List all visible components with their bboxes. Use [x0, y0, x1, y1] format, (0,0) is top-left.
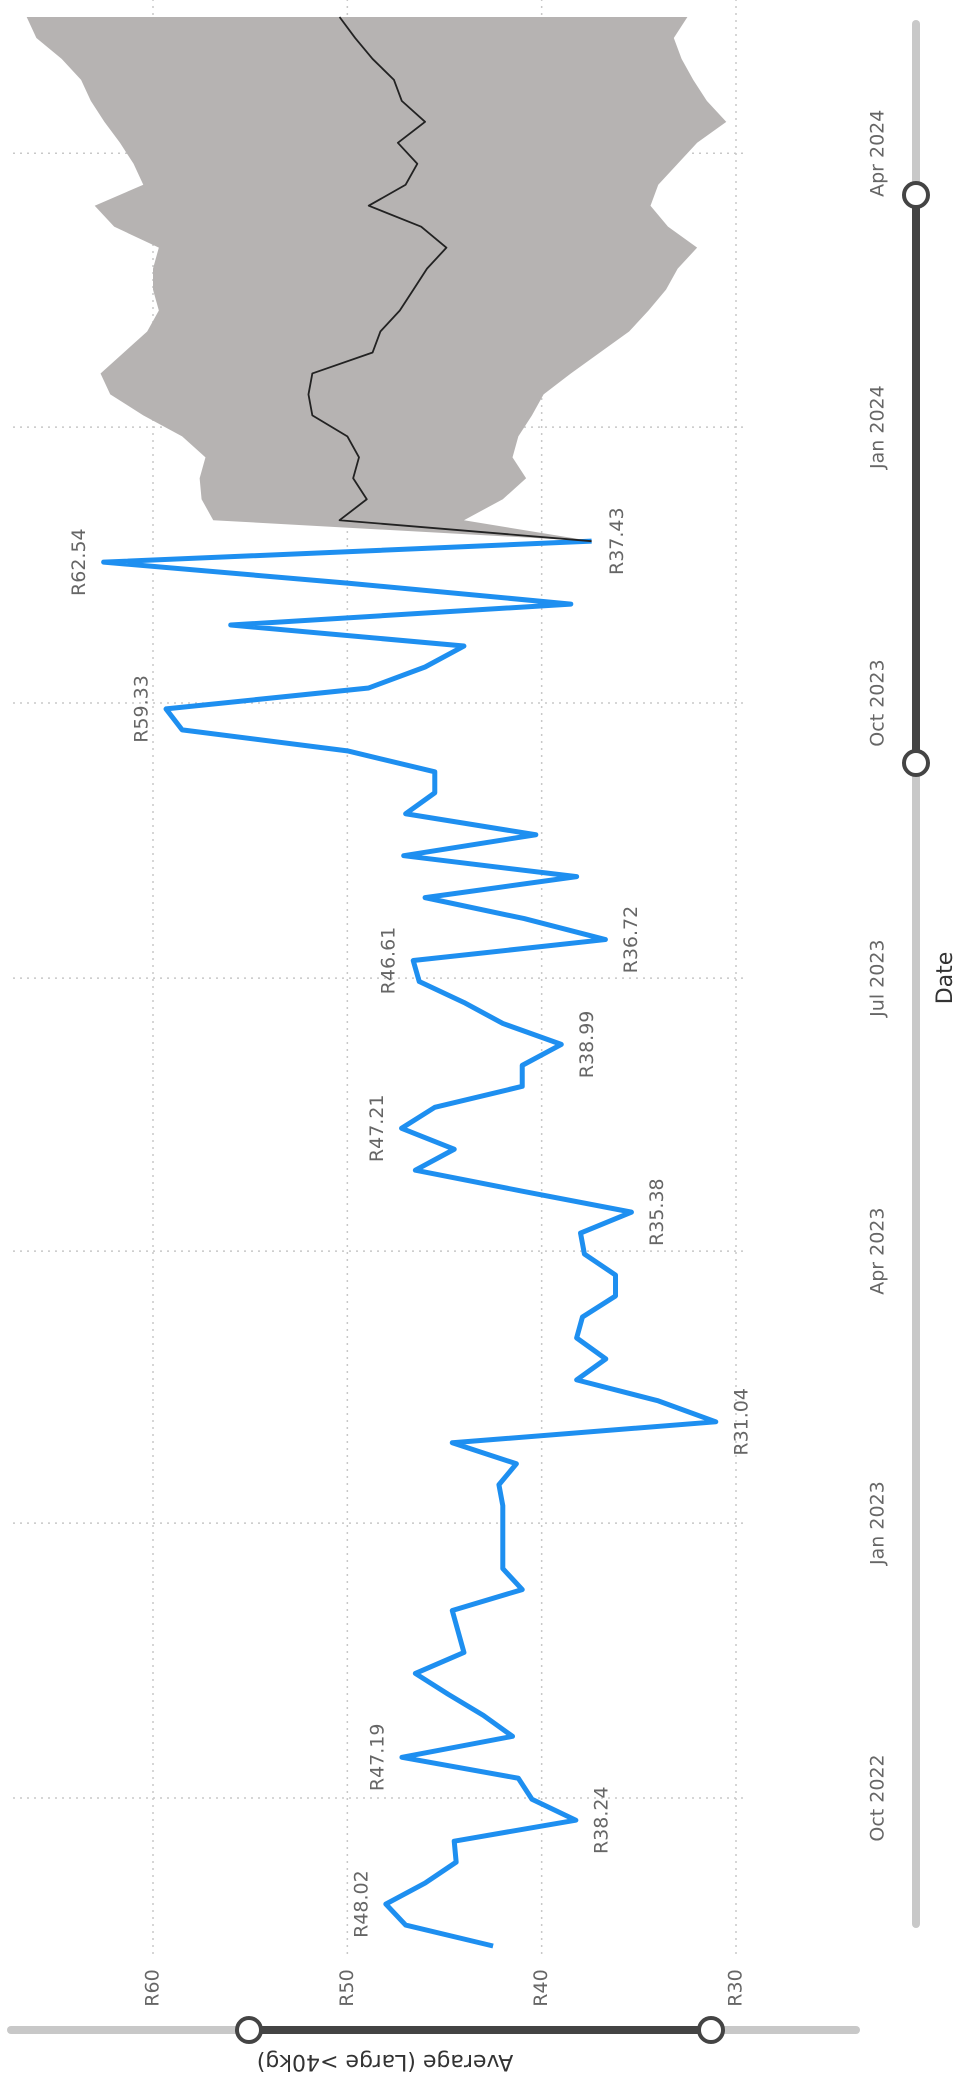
slider-thumb[interactable] [697, 2016, 725, 2044]
slider-thumb[interactable] [235, 2016, 263, 2044]
x-tick-label: Apr 2024 [867, 110, 889, 197]
x-tick-label: Jul 2023 [867, 939, 889, 1017]
y-axis-title: Average (Large >40kg) [257, 2049, 514, 2074]
y-range-slider[interactable] [7, 2016, 860, 2044]
y-tick-label: R60 [142, 1969, 164, 2006]
data-label: R48.02 [350, 1870, 372, 1938]
x-tick-label: Jan 2024 [867, 385, 889, 470]
y-tick-label: R30 [725, 1969, 747, 2006]
slider-thumb[interactable] [902, 181, 930, 209]
line [101, 538, 719, 1949]
data-label: R47.21 [366, 1094, 388, 1162]
data-label: R62.54 [68, 528, 90, 596]
data-label: R59.33 [131, 675, 153, 743]
y-tick-label: R50 [336, 1969, 358, 2006]
band-area [26, 17, 727, 542]
x-range-slider[interactable] [902, 20, 930, 1928]
line [307, 16, 592, 543]
data-label: R31.04 [730, 1388, 752, 1456]
x-tick-label: Jan 2023 [867, 1481, 889, 1566]
data-label: R38.24 [590, 1786, 612, 1854]
data-label: R36.72 [620, 906, 642, 974]
data-label: R46.61 [378, 927, 400, 995]
data-label: R35.38 [646, 1178, 668, 1246]
data-label: R38.99 [576, 1011, 598, 1079]
x-axis-title: Date [933, 952, 958, 1005]
y-tick-label: R40 [530, 1969, 552, 2006]
data-label: R47.19 [366, 1723, 388, 1791]
data-label: R37.43 [606, 507, 628, 575]
x-tick-label: Oct 2022 [867, 1754, 889, 1841]
x-tick-label: Apr 2023 [867, 1208, 889, 1295]
slider-thumb[interactable] [902, 749, 930, 777]
x-tick-label: Oct 2023 [867, 659, 889, 746]
rotated-plot: Date Average (Large >40kg) R30 R40 R50 R60 O… [13, 0, 958, 2074]
